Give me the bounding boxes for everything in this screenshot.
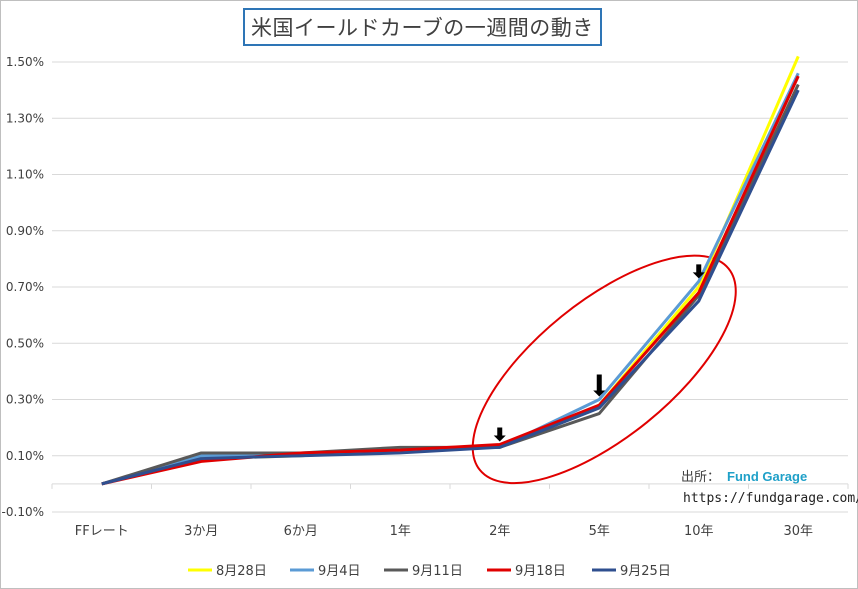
source-url: https://fundgarage.com/ [683, 491, 858, 506]
y-tick-label: 1.10% [6, 168, 44, 182]
chart-title: 米国イールドカーブの一週間の動き [251, 16, 594, 40]
y-tick-label: 1.30% [6, 111, 44, 125]
down-arrow-icon [593, 374, 606, 397]
series-line [101, 89, 800, 486]
y-axis-ticks: 1.50% 1.30% 1.10% 0.90% 0.70% 0.50% 0.30% 0.10%… [2, 55, 44, 519]
x-tick-label: 30年 [783, 524, 813, 539]
series-lines [101, 55, 800, 486]
y-tick-label: 0.10% [6, 449, 44, 463]
highlight-ellipse [471, 254, 737, 485]
down-arrow-icon [493, 427, 506, 442]
legend-label: 9月11日 [412, 564, 463, 579]
down-arrow-icon [692, 264, 705, 279]
x-tick-label: 2年 [489, 524, 510, 539]
highlight-group [471, 254, 737, 485]
series-line [101, 83, 800, 486]
y-tick-label: 0.90% [6, 224, 44, 238]
series-line [101, 75, 800, 486]
x-axis-ticks: FFレート 3か月 6か月 1年 2年 5年 10年 30年 [75, 524, 813, 539]
chart-title-box: 米国イールドカーブの一週間の動き [243, 8, 602, 46]
arrow-markers [493, 264, 705, 442]
legend-label: 9月18日 [515, 564, 566, 579]
x-tick-label: 5年 [589, 524, 610, 539]
x-tick-label: 3か月 [184, 524, 218, 539]
x-tick-label: 1年 [390, 524, 411, 539]
legend-label: 9月4日 [318, 564, 361, 579]
y-tick-label: 0.30% [6, 393, 44, 407]
source-annotation: 出所： Fund Garage https://fundgarage.com/ [681, 469, 858, 506]
y-tick-label: -0.10% [2, 505, 44, 519]
y-tick-label: 1.50% [6, 55, 44, 69]
gridlines [51, 61, 849, 513]
y-tick-label: 0.70% [6, 280, 44, 294]
source-name: Fund Garage [727, 469, 807, 484]
x-tick-label: 6か月 [284, 524, 318, 539]
legend-label: 8月28日 [216, 564, 267, 579]
legend-label: 9月25日 [620, 564, 671, 579]
legend: 8月28日 9月4日 9月11日 9月18日 9月25日 [188, 564, 671, 579]
series-line [101, 72, 800, 486]
x-tick-label: FFレート [75, 524, 129, 539]
source-label: 出所： [681, 470, 720, 485]
x-tick-label: 10年 [684, 524, 714, 539]
series-line [101, 55, 800, 486]
y-tick-label: 0.50% [6, 336, 44, 350]
